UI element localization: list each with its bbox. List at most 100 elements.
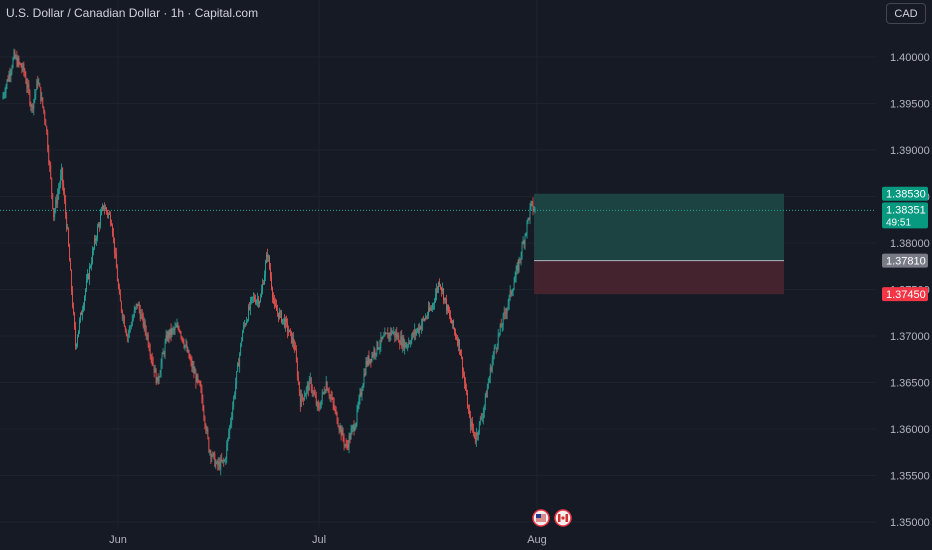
candle-body (217, 461, 219, 466)
candle-body (454, 328, 455, 332)
candle-body (297, 377, 299, 382)
candle-body (287, 331, 289, 333)
candle-body (17, 58, 19, 66)
candle-body (236, 371, 238, 384)
candle-body (58, 189, 60, 195)
candle-body (438, 282, 439, 290)
candle-body (254, 296, 255, 301)
candle-body (244, 324, 246, 326)
candle-body (327, 390, 329, 393)
candle-body (397, 335, 399, 338)
candle-body (374, 349, 376, 355)
candle-body (462, 357, 463, 373)
candle-body (512, 289, 514, 293)
candle-body (132, 316, 134, 321)
candle-body (211, 456, 213, 458)
candle-body (108, 213, 110, 215)
candle-body (29, 91, 31, 105)
candle-body (34, 94, 36, 100)
candle-body (21, 67, 23, 70)
candle-body (9, 73, 11, 76)
candle-body (31, 105, 33, 107)
candle-body (316, 402, 318, 405)
candle-body (328, 392, 330, 396)
candle-body (197, 375, 199, 381)
candle-body (522, 241, 524, 244)
candle-body (350, 430, 352, 440)
candle-body (310, 378, 312, 390)
stop-zone[interactable] (534, 260, 784, 295)
candle-body (25, 76, 27, 84)
candle-body (165, 335, 167, 343)
profit-zone[interactable] (534, 193, 784, 261)
candle-body (320, 400, 322, 408)
candle-body (183, 342, 185, 347)
candle-body (364, 373, 366, 375)
candle-body (395, 333, 397, 337)
candle-body (355, 422, 357, 428)
candle-body (24, 70, 26, 77)
candle-body (78, 330, 79, 337)
candle-body (152, 362, 154, 366)
candle-body (352, 425, 354, 428)
candle-body (464, 382, 466, 390)
candle-body (470, 421, 472, 428)
candle-body (90, 266, 91, 268)
candle-body (427, 315, 429, 318)
candle-body (187, 350, 189, 352)
candle-body (174, 327, 176, 330)
us-flag-icon[interactable] (532, 509, 550, 527)
candle-body (435, 294, 436, 302)
candle-body (294, 347, 296, 350)
candle-body (496, 345, 498, 349)
candle-body (155, 369, 157, 384)
candle-body (382, 336, 384, 340)
candle-body (130, 325, 132, 327)
candle-body (482, 412, 484, 419)
candle-body (102, 205, 103, 210)
candle-body (504, 312, 506, 314)
candle-body (517, 265, 519, 271)
candle-body (456, 336, 457, 340)
candle-body (329, 395, 331, 397)
candle-body (98, 224, 99, 228)
candle-body (511, 292, 513, 295)
candle-body (317, 402, 319, 408)
candle-body (49, 162, 51, 166)
candle-body (241, 341, 243, 344)
currency-button[interactable]: CAD (886, 3, 926, 24)
candle-body (474, 437, 476, 442)
x-tick-label: Jul (312, 534, 326, 546)
candle-body (502, 314, 504, 326)
candle-body (167, 331, 169, 340)
candle-body (403, 337, 405, 349)
candle-body (148, 345, 150, 350)
candle-body (471, 421, 473, 429)
candle-body (358, 398, 360, 406)
candle-body (272, 288, 273, 298)
candle-body (273, 297, 274, 301)
candle-body (200, 385, 202, 388)
candle-body (309, 378, 311, 380)
candle-body (188, 350, 190, 358)
candle-body (313, 391, 315, 395)
candle-body (86, 280, 87, 290)
candle-body (369, 358, 371, 364)
candle-body (99, 224, 100, 226)
candle-body (302, 397, 304, 400)
ca-flag-icon[interactable] (554, 509, 572, 527)
candle-body (229, 425, 231, 434)
candle-body (342, 429, 344, 439)
candle-body (480, 418, 482, 419)
candle-body (318, 407, 320, 409)
candle-body (357, 405, 359, 409)
candle-body (306, 384, 308, 388)
candle-body (453, 320, 454, 329)
candle-body (443, 289, 444, 301)
candle-body (481, 418, 483, 419)
candle-body (159, 373, 161, 378)
last-price-label: 1.38351 (886, 204, 926, 216)
candle-body (232, 406, 234, 418)
candle-body (491, 360, 493, 372)
